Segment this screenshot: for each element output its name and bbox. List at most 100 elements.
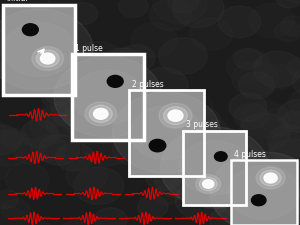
Bar [231, 160, 297, 225]
Circle shape [0, 11, 14, 50]
Text: 3 pulses: 3 pulses [186, 120, 218, 129]
Circle shape [41, 85, 72, 108]
Circle shape [64, 104, 110, 139]
Circle shape [154, 186, 179, 205]
Circle shape [256, 167, 285, 189]
Circle shape [218, 6, 261, 38]
Circle shape [167, 136, 202, 162]
Circle shape [109, 48, 141, 72]
Circle shape [248, 213, 288, 225]
Circle shape [232, 61, 279, 96]
Circle shape [268, 139, 300, 177]
Bar [3, 4, 75, 94]
Circle shape [159, 103, 192, 128]
Circle shape [74, 41, 123, 78]
Circle shape [268, 125, 300, 158]
Circle shape [10, 0, 50, 13]
Circle shape [139, 104, 190, 142]
Bar [3, 4, 75, 94]
Circle shape [239, 216, 264, 225]
Circle shape [238, 191, 278, 220]
Circle shape [264, 173, 277, 183]
Text: 1 pulse: 1 pulse [75, 44, 103, 53]
Circle shape [240, 101, 290, 138]
Circle shape [261, 64, 295, 90]
Circle shape [80, 95, 133, 135]
Circle shape [38, 134, 80, 165]
Circle shape [191, 109, 221, 132]
Circle shape [1, 128, 28, 148]
Circle shape [254, 51, 300, 87]
Circle shape [210, 152, 300, 225]
Circle shape [0, 125, 21, 155]
Circle shape [89, 105, 112, 122]
Circle shape [154, 158, 207, 198]
Circle shape [234, 103, 268, 129]
Circle shape [112, 92, 220, 173]
Circle shape [288, 88, 300, 118]
Circle shape [164, 107, 188, 125]
Circle shape [0, 118, 6, 146]
Circle shape [160, 127, 268, 208]
Circle shape [149, 139, 166, 152]
Circle shape [249, 3, 295, 38]
Circle shape [107, 75, 123, 87]
Circle shape [260, 170, 281, 186]
Circle shape [263, 212, 300, 225]
Circle shape [284, 189, 300, 225]
Circle shape [137, 196, 168, 218]
Circle shape [266, 173, 300, 201]
Circle shape [54, 56, 162, 137]
Circle shape [277, 0, 300, 8]
Circle shape [51, 96, 96, 129]
Circle shape [274, 21, 300, 41]
Circle shape [168, 0, 199, 13]
Text: 4 pulses: 4 pulses [234, 150, 266, 159]
Circle shape [162, 148, 206, 182]
Circle shape [142, 149, 188, 183]
Circle shape [0, 9, 93, 90]
Circle shape [153, 0, 207, 24]
Circle shape [156, 146, 182, 164]
Circle shape [176, 93, 213, 121]
Circle shape [46, 58, 81, 85]
Circle shape [297, 198, 300, 217]
Circle shape [22, 24, 38, 36]
Circle shape [82, 128, 133, 166]
Circle shape [118, 45, 155, 72]
Circle shape [292, 158, 300, 179]
Circle shape [242, 178, 286, 211]
Circle shape [280, 16, 300, 36]
Circle shape [56, 143, 93, 171]
Circle shape [130, 106, 202, 160]
Circle shape [66, 160, 107, 191]
Circle shape [1, 199, 30, 221]
Circle shape [239, 113, 290, 151]
Circle shape [26, 221, 52, 225]
Circle shape [74, 167, 124, 205]
Circle shape [0, 190, 18, 209]
Circle shape [139, 68, 188, 104]
Circle shape [13, 139, 47, 164]
Circle shape [44, 83, 74, 105]
Circle shape [59, 93, 102, 125]
Circle shape [196, 175, 221, 193]
Circle shape [21, 119, 58, 148]
Bar [183, 130, 246, 205]
Circle shape [1, 64, 34, 89]
Text: initial: initial [6, 0, 28, 3]
Circle shape [85, 102, 117, 126]
Bar [183, 130, 246, 205]
Circle shape [241, 190, 272, 214]
Circle shape [101, 48, 140, 78]
Bar [72, 54, 144, 140]
Circle shape [199, 177, 217, 191]
Circle shape [178, 152, 217, 181]
Circle shape [145, 162, 182, 190]
Circle shape [236, 159, 284, 196]
Circle shape [210, 204, 256, 225]
Circle shape [214, 152, 227, 161]
Circle shape [0, 157, 9, 181]
Circle shape [175, 180, 228, 220]
Circle shape [278, 99, 300, 132]
